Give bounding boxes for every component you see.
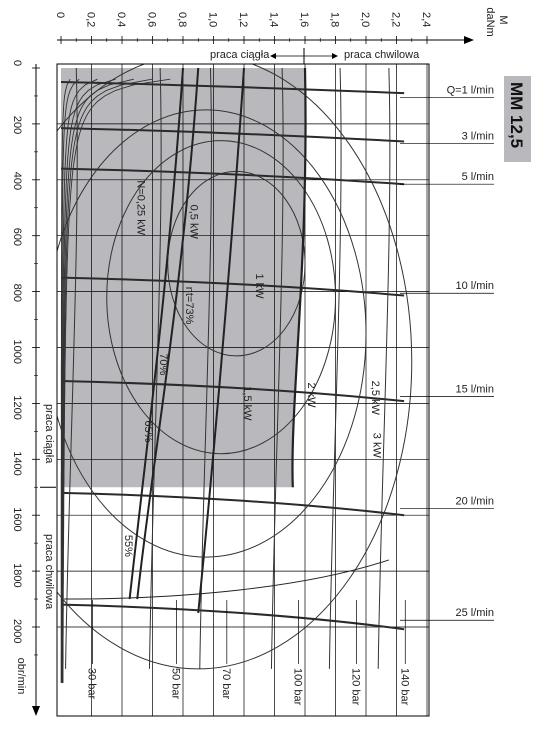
flow-line bbox=[60, 127, 405, 143]
torque-tick-label: 0,6 bbox=[146, 12, 158, 27]
speed-axis: 0 200 400 600 800 1000 1200 1400 1600 1800 2000 bbox=[11, 60, 40, 716]
power-label: N=0,25 kW bbox=[134, 180, 146, 235]
speed-tick-label: 800 bbox=[11, 284, 23, 302]
flow-label: Q=1 l/min bbox=[447, 85, 494, 97]
region-arrow-right bbox=[332, 53, 338, 59]
speed-tick-label: 1600 bbox=[11, 507, 23, 531]
efficiency-boundary bbox=[136, 67, 200, 600]
efficiency-label: 70% bbox=[157, 353, 169, 375]
pressure-line bbox=[270, 67, 284, 669]
torque-tick-label: 0,2 bbox=[85, 12, 97, 27]
speed-tick-label: 1800 bbox=[11, 563, 23, 587]
top-continuous-label: praca ciągła bbox=[210, 49, 270, 61]
speed-tick-label: 1200 bbox=[11, 395, 23, 419]
pressure-label: 120 bar bbox=[349, 668, 361, 706]
efficiency-contour bbox=[57, 64, 413, 670]
torque-tick-label: 0,4 bbox=[115, 12, 127, 27]
torque-axis: 0 0,2 0,4 0,6 0,8 1,0 1,2 1,4 1,6 1,8 2,0 2,2 2,4 bbox=[54, 12, 474, 44]
torque-axis-arrow bbox=[464, 36, 474, 44]
pressure-label: 30 bar bbox=[86, 668, 98, 700]
efficiency-boundary bbox=[197, 67, 245, 614]
speed-tick-label: 2000 bbox=[11, 619, 23, 643]
torque-tick-label: 0 bbox=[54, 12, 66, 18]
torque-tick-label: 1,4 bbox=[268, 12, 280, 27]
pressure-label: 70 bar bbox=[220, 668, 232, 700]
plot-frame bbox=[56, 63, 430, 717]
power-label: 1,5 kW bbox=[241, 386, 253, 421]
speed-tick-label: 1400 bbox=[11, 451, 23, 475]
flow-line bbox=[60, 603, 405, 631]
power-label: 2 kW bbox=[305, 382, 317, 408]
torque-tick-label: 2,4 bbox=[420, 12, 432, 27]
continuous-limit-border bbox=[291, 67, 307, 488]
power-label: 3 kW bbox=[371, 433, 383, 459]
torque-tick-label: 2,0 bbox=[359, 12, 371, 27]
torque-tick-label: 1,0 bbox=[207, 12, 219, 27]
flow-line bbox=[60, 167, 405, 186]
power-line bbox=[62, 78, 171, 683]
speed-tick-label: 200 bbox=[11, 116, 23, 134]
torque-tick-label: 2,2 bbox=[390, 12, 402, 27]
flow-label: 5 l/min bbox=[462, 171, 494, 183]
annotations: Q=1 l/min 3 l/min 5 l/min 10 l/min 15 l/min 2… bbox=[40, 48, 494, 706]
model-title: MM 12,5 bbox=[507, 82, 526, 148]
torque-tick-label: 1,2 bbox=[237, 12, 249, 27]
limit-curve bbox=[64, 559, 390, 600]
flow-label: 25 l/min bbox=[455, 607, 494, 619]
model-title-box bbox=[504, 76, 531, 162]
flow-line bbox=[60, 80, 405, 95]
pressure-label: 140 bar bbox=[398, 668, 410, 706]
flow-label: 15 l/min bbox=[455, 384, 494, 396]
power-label: 0,5 kW bbox=[188, 205, 200, 240]
efficiency-label: 55% bbox=[122, 535, 134, 557]
speed-axis-arrow bbox=[32, 706, 40, 716]
flow-label: 10 l/min bbox=[455, 280, 494, 292]
side-continuous-label: praca ciągła bbox=[43, 404, 55, 464]
efficiency-boundary bbox=[128, 67, 184, 600]
flow-line bbox=[60, 491, 405, 517]
speed-tick-label: 400 bbox=[11, 172, 23, 190]
speed-axis-label: obr/min bbox=[15, 658, 27, 695]
power-label: 2,5 kW bbox=[369, 381, 381, 416]
efficiency-label: 65% bbox=[142, 420, 154, 442]
efficiency-label: ηt=73% bbox=[183, 287, 195, 325]
pressure-label: 100 bar bbox=[292, 668, 304, 706]
side-intermittent-label: praca chwilowa bbox=[43, 534, 55, 610]
torque-axis-label-1: M bbox=[497, 15, 509, 24]
flow-line bbox=[60, 276, 405, 297]
torque-tick-label: 1,8 bbox=[329, 12, 341, 27]
top-intermittent-label: praca chwilowa bbox=[344, 49, 420, 61]
efficiency-contour bbox=[106, 140, 336, 455]
efficiency-contour bbox=[57, 109, 367, 558]
curves bbox=[57, 64, 413, 683]
speed-tick-label: 1000 bbox=[11, 340, 23, 364]
pressure-label: 50 bar bbox=[170, 668, 182, 700]
torque-tick-label: 0,8 bbox=[176, 12, 188, 27]
power-label: 1 kW bbox=[253, 273, 265, 299]
speed-tick-label: 600 bbox=[11, 228, 23, 246]
flow-label: 20 l/min bbox=[455, 495, 494, 507]
speed-tick-label: 0 bbox=[11, 60, 23, 66]
pressure-line bbox=[328, 67, 342, 669]
pressure-line bbox=[377, 67, 391, 669]
flow-label: 3 l/min bbox=[462, 131, 494, 143]
torque-tick-label: 1,6 bbox=[298, 12, 310, 27]
torque-axis-label-2: daNm bbox=[484, 7, 496, 36]
flow-line bbox=[60, 380, 405, 403]
region-arrow-left bbox=[270, 53, 276, 59]
